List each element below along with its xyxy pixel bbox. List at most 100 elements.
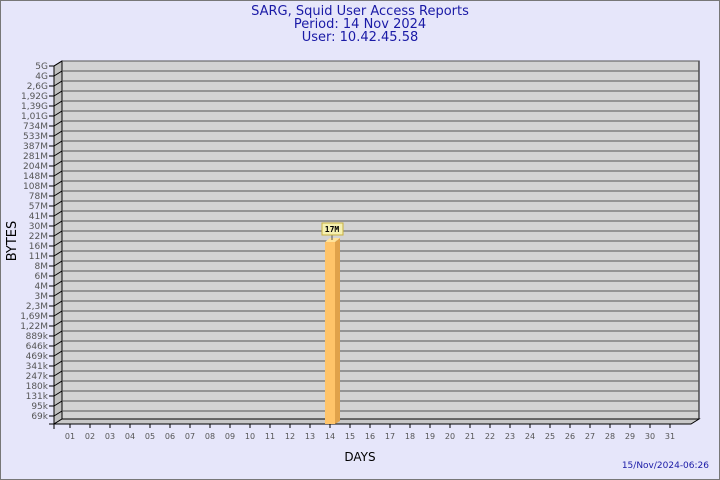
y-tick-label: 734M — [23, 122, 48, 132]
y-tick-label: 889k — [26, 332, 49, 342]
grid-diag — [53, 90, 63, 97]
grid-diag — [53, 140, 63, 147]
x-tick-label: 27 — [585, 432, 595, 441]
y-tick-label: 247k — [26, 372, 49, 382]
y-tick-label: 95k — [31, 402, 48, 412]
grid-diag — [53, 210, 63, 217]
y-tick-label: 57M — [29, 202, 48, 212]
grid-diag — [53, 330, 63, 337]
grid-diag — [53, 100, 63, 107]
y-axis-label: BYTES — [5, 221, 20, 262]
x-tick-label: 10 — [245, 432, 255, 441]
x-tick-label: 17 — [385, 432, 395, 441]
x-tick-label: 19 — [425, 432, 435, 441]
grid-diag — [53, 250, 63, 257]
bar-label: 17M — [325, 225, 340, 234]
grid-diag — [53, 370, 63, 377]
grid-diag — [53, 360, 63, 367]
x-tick-label: 20 — [445, 432, 455, 441]
y-tick-label: 16M — [29, 242, 48, 252]
x-tick-label: 04 — [125, 432, 135, 441]
y-tick-label: 281M — [23, 152, 48, 162]
grid-diag — [53, 300, 63, 307]
y-tick-label: 180k — [26, 382, 49, 392]
grid-diag — [53, 190, 63, 197]
grid-diag — [53, 60, 63, 67]
grid-diag — [53, 400, 63, 407]
x-tick-label: 31 — [665, 432, 675, 441]
grid-diag — [53, 130, 63, 137]
grid-diag — [53, 230, 63, 237]
y-tick-label: 41M — [29, 212, 48, 222]
y-tick-label: 1,22M — [20, 322, 48, 332]
grid-diag — [53, 180, 63, 187]
y-tick-label: 204M — [23, 162, 48, 172]
y-tick-label: 469k — [26, 352, 49, 362]
y-tick-label: 131k — [26, 392, 49, 402]
grid-diag — [53, 410, 63, 417]
plot-back-wall — [61, 60, 700, 420]
x-tick-label: 29 — [625, 432, 635, 441]
x-tick-label: 01 — [65, 432, 75, 441]
y-tick-label: 1,01G — [21, 112, 48, 122]
grid-diag — [53, 160, 63, 167]
bar-side — [335, 238, 340, 424]
x-tick-label: 21 — [465, 432, 475, 441]
y-tick-label: 8M — [35, 262, 49, 272]
y-tick-label: 3M — [35, 292, 49, 302]
grid-diag — [53, 260, 63, 267]
y-tick-label: 533M — [23, 132, 48, 142]
x-tick-label: 30 — [645, 432, 655, 441]
x-tick-label: 23 — [505, 432, 515, 441]
x-tick-label: 15 — [345, 432, 355, 441]
grid-diag — [53, 110, 63, 117]
y-tick-label: 11M — [29, 252, 48, 262]
bar-label-box — [321, 222, 344, 236]
grid-diag — [53, 240, 63, 247]
y-tick-label: 148M — [23, 172, 48, 182]
grid-diag — [53, 200, 63, 207]
x-tick-label: 14 — [325, 432, 335, 441]
grid-diag — [53, 290, 63, 297]
x-tick-label: 03 — [105, 432, 115, 441]
chart-period: Period: 14 Nov 2024 — [293, 17, 427, 32]
x-tick-label: 28 — [605, 432, 615, 441]
y-tick-label: 5G — [35, 62, 48, 72]
x-tick-label: 09 — [225, 432, 235, 441]
grid-diag — [53, 320, 63, 327]
y-tick-label: 78M — [29, 192, 48, 202]
x-tick-label: 02 — [85, 432, 95, 441]
x-tick-label: 11 — [265, 432, 275, 441]
x-tick-label: 05 — [145, 432, 155, 441]
chart-user: User: 10.42.45.58 — [301, 30, 419, 45]
grid-diag — [53, 150, 63, 157]
x-axis-label: DAYS — [344, 450, 375, 464]
x-tick-label: 24 — [525, 432, 535, 441]
y-tick-label: 387M — [23, 142, 48, 152]
y-tick-label: 6M — [35, 272, 49, 282]
x-tick-label: 16 — [365, 432, 375, 441]
y-tick-label: 646k — [26, 342, 49, 352]
grid-diag — [53, 120, 63, 127]
bar-front — [325, 242, 335, 424]
y-tick-label: 2,6G — [27, 82, 48, 92]
y-tick-label: 1,69M — [20, 312, 48, 322]
grid-diag — [53, 220, 63, 227]
x-tick-label: 07 — [185, 432, 195, 441]
y-tick-label: 341k — [26, 362, 49, 372]
grid-diag — [53, 340, 63, 347]
grid-diag — [53, 70, 63, 77]
y-tick-label: 4G — [35, 72, 48, 82]
y-tick-label: 69k — [31, 412, 48, 422]
x-tick-label: 13 — [305, 432, 315, 441]
y-tick-label: 1,39G — [21, 102, 48, 112]
plot-floor — [52, 418, 701, 425]
grid-diag — [53, 170, 63, 177]
x-tick-label: 22 — [485, 432, 495, 441]
grid-diag — [53, 280, 63, 287]
y-tick-label: 108M — [23, 182, 48, 192]
x-tick-label: 06 — [165, 432, 175, 441]
chart-title: SARG, Squid User Access Reports — [251, 4, 469, 19]
